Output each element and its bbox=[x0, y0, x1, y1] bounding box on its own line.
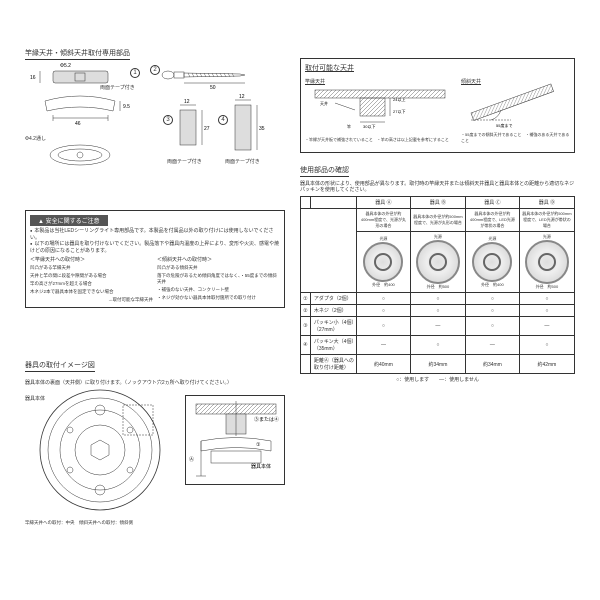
safety-right-i0: 凹凸がある傾斜天井 bbox=[157, 265, 280, 271]
svg-text:12: 12 bbox=[184, 99, 190, 105]
dim-46: 46 bbox=[75, 121, 81, 127]
svg-text:竿: 竿 bbox=[347, 123, 351, 129]
svg-text:③または④: ③または④ bbox=[254, 416, 279, 423]
dim-16: 16 bbox=[30, 75, 36, 81]
sub-b: 器具本体の外径が約500mm程度で、光源が丸形の場合 bbox=[410, 209, 465, 232]
mount-label1: 器具本体 bbox=[25, 395, 45, 402]
mount-label2: 竿縁天井への取付：中央 傾斜天井への取付：傾斜側 bbox=[25, 520, 135, 526]
parts-check-title: 使用部品の確認 bbox=[300, 165, 349, 177]
svg-text:27: 27 bbox=[204, 126, 210, 132]
svg-text:30以下: 30以下 bbox=[363, 124, 375, 129]
sub-c: 器具本体の外径が約400mm程度で、LED光源が帯状の場合 bbox=[465, 209, 519, 232]
table-row: ① アダプタ（2個） ○ ○ ○ ○ bbox=[301, 293, 575, 305]
ceiling-note-left: ・竿縁が天井板で補強されていること ・竿の高さは以上記載を参考にすること bbox=[305, 137, 455, 143]
safety-right-i1: 落下の危険があるため傾斜角度ではなく、・55度までの傾斜天井 bbox=[157, 273, 280, 285]
ceiling-box: 取付可能な天井 竿縁天井 24以上 27以下 30以下 天井 竿 ・竿縁が天井板で… bbox=[300, 58, 575, 153]
safety-right-head: ＜傾斜天井への取付時＞ bbox=[157, 256, 280, 263]
part-num-4: 4 bbox=[218, 115, 228, 125]
parts-table: 器具 Ⓐ 器具 Ⓑ 器具 Ⓒ 器具 Ⓓ 器具本体の外径が約400mm程度で、光源… bbox=[300, 196, 575, 374]
ceiling-note-right: ・55度までの傾斜天井であること ・補強のある天井であること bbox=[461, 132, 570, 144]
svg-text:50: 50 bbox=[210, 85, 216, 91]
svg-text:Ⓐ: Ⓐ bbox=[189, 456, 194, 463]
safety-left-note: →取付可能な竿縁天井 bbox=[30, 297, 153, 303]
safety-box: ▲ 安全に関するご注意 本製品は当社LEDシーリングライト専用部品です。本製品を… bbox=[25, 210, 285, 308]
ceiling-title: 取付可能な天井 bbox=[305, 63, 354, 74]
svg-text:27以下: 27以下 bbox=[393, 109, 405, 114]
part-num-1: 1 bbox=[130, 68, 140, 78]
p3-label: 両面テープ付き bbox=[167, 158, 202, 165]
safety-left-i0: 凹凸がある竿縁天井 bbox=[30, 265, 153, 271]
safety-line1: 本製品は当社LEDシーリングライト専用部品です。本製品を付属品以外の取り付けには… bbox=[30, 228, 280, 241]
safety-line2: 以下の場所には器具を取り付けないでください。製品落下や器具内温度の上昇により、変… bbox=[30, 241, 280, 254]
th-a: 器具 Ⓐ bbox=[357, 197, 411, 209]
svg-text:35: 35 bbox=[259, 126, 265, 132]
safety-title: ▲ 安全に関するご注意 bbox=[30, 215, 108, 226]
th-b: 器具 Ⓑ bbox=[410, 197, 465, 209]
dim-95: 9.5 bbox=[123, 104, 130, 110]
th-c: 器具 Ⓒ bbox=[465, 197, 519, 209]
svg-text:55度まで: 55度まで bbox=[496, 122, 512, 128]
table-row: ④ パッキン大（4個）（35mm） ― ○ ― ○ bbox=[301, 336, 575, 355]
safety-right-i2: ・補強のない天井、コンクリート壁 bbox=[157, 287, 280, 293]
mount-area: 器具の取付イメージ図 器具本体の裏面（天井側）に取り付けます。（ノックアウト穴2… bbox=[25, 360, 285, 386]
safety-left-i2: 竿の高さが27mmを超える場合 bbox=[30, 281, 153, 287]
table-row: ③ パッキン小（4個）（27mm） ○ ― ○ ― bbox=[301, 317, 575, 336]
parts-diagram-area: 46 16 9.5 Φ5.2 1 両面テープ付き Φ4.2通し 50 2 bbox=[25, 60, 285, 190]
mount-title: 器具の取付イメージ図 bbox=[25, 360, 95, 372]
svg-text:24以上: 24以上 bbox=[393, 96, 405, 102]
title-top-left: 竿縁天井・傾斜天井取付専用部品 bbox=[25, 48, 130, 60]
safety-left-i1: 天井と竿の間に段差や隙間がある場合 bbox=[30, 273, 153, 279]
parts-check: 使用部品の確認 器具本体の形状により、使用部品が異なります。取付時の竿縁天井また… bbox=[300, 165, 575, 383]
part-num-3: 3 bbox=[163, 115, 173, 125]
sub-d: 器具本体の外径が約500mm程度で、LED光源が帯状の場合 bbox=[519, 209, 574, 232]
svg-text:天井: 天井 bbox=[320, 100, 328, 106]
svg-text:器具本体: 器具本体 bbox=[251, 463, 271, 470]
mount-circle-svg bbox=[35, 385, 165, 515]
table-row: 距離Ⓐ（器具への取り付け距離） 約40mm 約34mm 約34mm 約42mm bbox=[301, 355, 575, 374]
p4-label: 両面テープ付き bbox=[225, 158, 260, 165]
th-d: 器具 Ⓓ bbox=[519, 197, 574, 209]
sub-a: 器具本体の外径が約400mm程度で、光源が丸形の場合 bbox=[357, 209, 411, 232]
table-legend: ○：使用します ―：使用しません bbox=[300, 376, 575, 383]
safety-left-head: ＜竿縁天井への取付時＞ bbox=[30, 256, 153, 263]
part-num-2: 2 bbox=[150, 65, 160, 75]
safety-right-i3: ・ネジが効かない器具本体取付箇所での取り付け bbox=[157, 295, 280, 301]
svg-text:12: 12 bbox=[239, 94, 245, 100]
dim-42: Φ4.2通し bbox=[25, 135, 46, 142]
p1-label: 両面テープ付き bbox=[100, 84, 135, 91]
table-row: ② 木ネジ（2個） ○ ○ ○ ○ bbox=[301, 305, 575, 317]
ceiling-left-label: 竿縁天井 bbox=[305, 78, 455, 85]
parts-check-note: 器具本体の形状により、使用部品が異なります。取付時の竿縁天井または傾斜天井器具と… bbox=[300, 181, 575, 193]
dim-52: Φ5.2 bbox=[60, 63, 71, 69]
ceiling-right-label: 傾斜天井 bbox=[461, 78, 570, 85]
svg-text:①: ① bbox=[256, 442, 261, 448]
mount-detail: ③または④ ① 器具本体 Ⓐ bbox=[185, 395, 285, 485]
safety-left-i3: 木ネジ2本で器具本体を固定できない場合 bbox=[30, 289, 153, 295]
